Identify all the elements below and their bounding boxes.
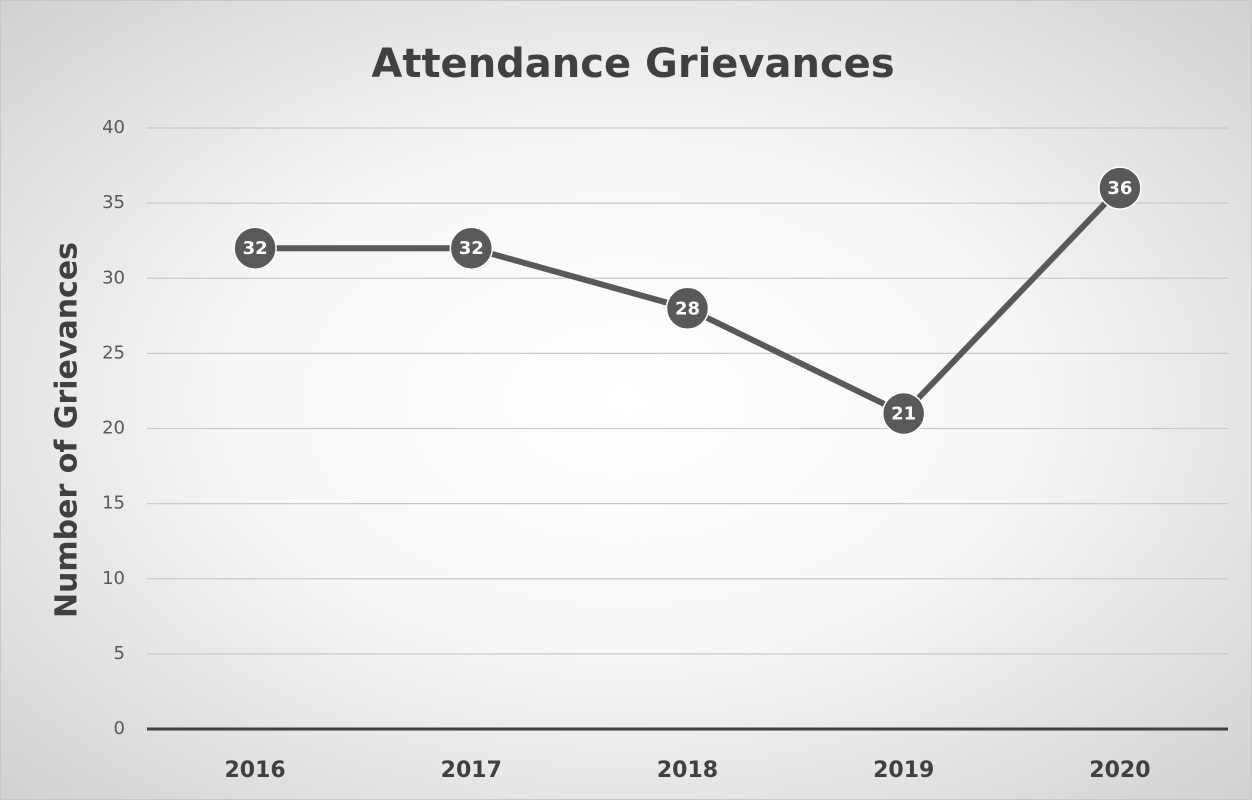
chart-title: Attendance Grievances bbox=[371, 41, 894, 87]
data-label: 28 bbox=[675, 298, 700, 319]
data-point bbox=[233, 226, 277, 270]
y-axis-label: Number of Grievances bbox=[50, 242, 85, 618]
y-tick-label: 10 bbox=[102, 568, 125, 589]
y-tick-label: 40 bbox=[102, 117, 125, 138]
y-tick-label: 0 bbox=[114, 718, 125, 739]
x-tick-label: 2016 bbox=[224, 758, 285, 783]
data-label: 32 bbox=[243, 238, 268, 259]
y-tick-label: 5 bbox=[114, 643, 125, 664]
x-tick-label: 2017 bbox=[441, 758, 502, 783]
y-tick-label: 35 bbox=[102, 192, 125, 213]
y-tick-label: 30 bbox=[102, 267, 125, 288]
data-point bbox=[449, 226, 494, 270]
data-label: 36 bbox=[1107, 178, 1132, 199]
data-label: 21 bbox=[891, 403, 916, 424]
data-point bbox=[1098, 166, 1142, 210]
y-tick-label: 25 bbox=[102, 342, 125, 363]
y-tick-label: 15 bbox=[102, 493, 125, 514]
y-tick-label: 20 bbox=[102, 418, 125, 439]
x-tick-label: 2019 bbox=[873, 758, 934, 783]
x-tick-label: 2018 bbox=[657, 758, 718, 783]
x-tick-label: 2020 bbox=[1089, 758, 1150, 783]
data-point bbox=[881, 391, 926, 436]
data-point bbox=[665, 286, 710, 331]
data-label: 32 bbox=[459, 238, 484, 259]
